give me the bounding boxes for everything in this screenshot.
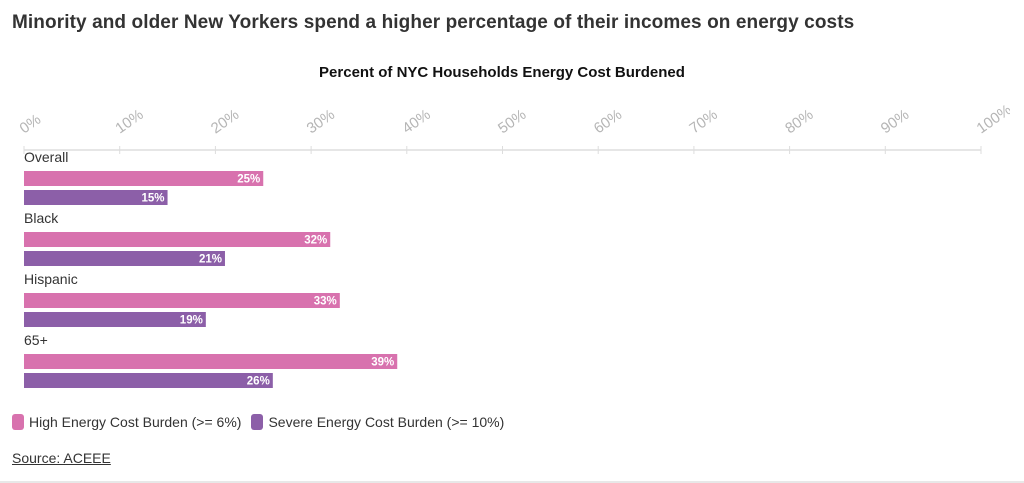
bar-value-label: 19% [180, 315, 203, 327]
bar-value-label: 15% [142, 193, 165, 205]
page-title: Minority and older New Yorkers spend a h… [12, 12, 855, 33]
legend-swatch-severe-burden [251, 414, 264, 430]
bar-value-label: 39% [371, 357, 394, 369]
legend-label-severe-burden: Severe Energy Cost Burden (>= 10%) [268, 414, 505, 430]
x-tick-label: 50% [495, 106, 529, 137]
bar-chart: 0% 10% 20% 30% 40% 50% 60% 70% 80% 90% 100% Overall… [17, 101, 1010, 388]
bar [24, 190, 168, 205]
x-tick-label: 90% [878, 106, 912, 137]
x-tick-label: 60% [591, 106, 625, 137]
category-label: Overall [24, 149, 68, 165]
category-label: 65+ [24, 332, 48, 348]
bar [24, 232, 331, 247]
chart-title: Percent of NYC Households Energy Cost Bu… [319, 64, 685, 81]
x-tick-label: 100% [974, 101, 1010, 137]
bar [24, 251, 225, 266]
legend-swatch-high-burden [12, 414, 24, 430]
bar-value-label: 25% [237, 174, 260, 186]
source-link[interactable]: Source: ACEEE [12, 450, 111, 466]
bar-value-label: 33% [314, 296, 337, 308]
x-tick-label: 0% [17, 111, 45, 137]
bar [24, 312, 206, 327]
bar-value-label: 21% [199, 254, 222, 266]
chart-legend: High Energy Cost Burden (>= 6%) Severe E… [12, 414, 514, 430]
bar [24, 293, 340, 308]
bar-value-label: 32% [304, 235, 327, 247]
x-tick-label: 70% [686, 106, 720, 137]
legend-item-severe-burden[interactable]: Severe Energy Cost Burden (>= 10%) [251, 414, 504, 430]
x-tick-label: 10% [112, 106, 146, 137]
bar [24, 354, 398, 369]
bar-value-label: 26% [247, 376, 270, 388]
bottom-divider [0, 481, 1024, 483]
bar [24, 373, 273, 388]
legend-item-high-burden[interactable]: High Energy Cost Burden (>= 6%) [12, 414, 241, 430]
x-tick-label: 30% [304, 106, 338, 137]
category-label: Hispanic [24, 271, 78, 287]
legend-label-high-burden: High Energy Cost Burden (>= 6%) [29, 414, 242, 430]
bar [24, 171, 264, 186]
category-label: Black [24, 210, 59, 226]
x-tick-label: 40% [399, 106, 433, 137]
x-tick-label: 20% [208, 106, 242, 137]
x-tick-label: 80% [782, 106, 816, 137]
